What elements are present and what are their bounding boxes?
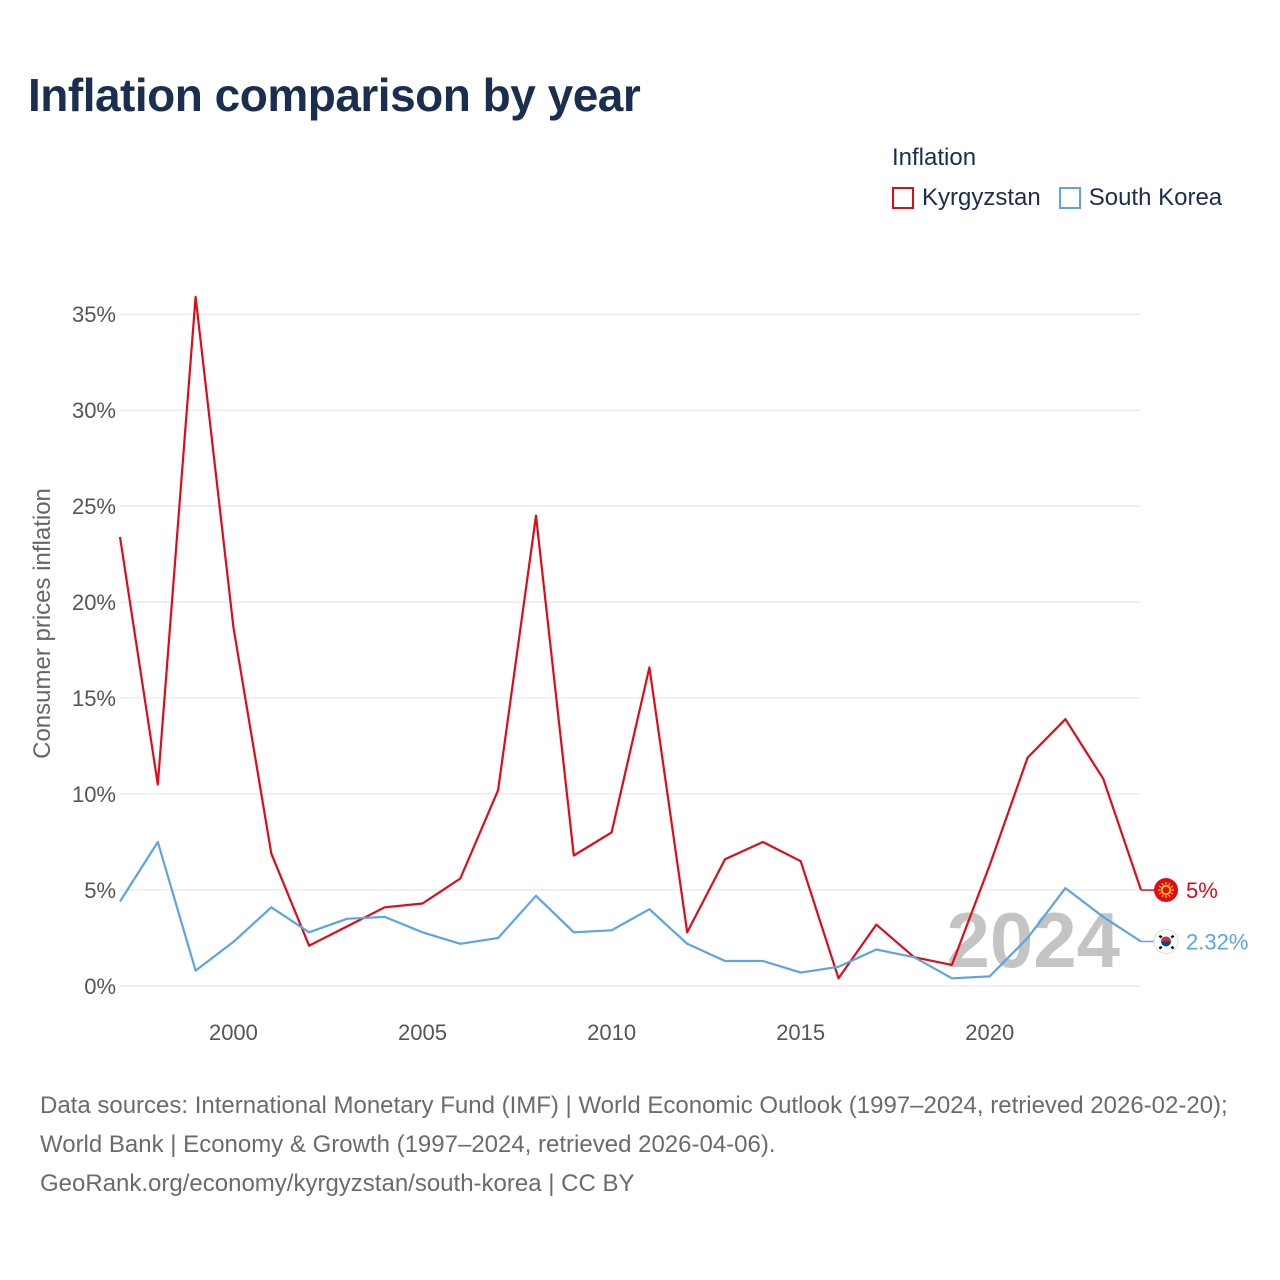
x-axis-ticks: 2000 2005 2010 2015 2020 — [209, 1020, 1014, 1045]
footer-credit-text[interactable]: GeoRank.org/economy/kyrgyzstan/south-kor… — [40, 1170, 635, 1197]
y-axis-ticks: 0% 5% 10% 15% 20% 25% 30% 35% — [72, 302, 116, 999]
y-tick-label: 5% — [84, 878, 116, 903]
y-tick-label: 30% — [72, 398, 116, 423]
y-tick-label: 10% — [72, 782, 116, 807]
x-tick-label: 2010 — [587, 1020, 636, 1045]
chart-title: Inflation comparison by year — [28, 69, 641, 121]
x-tick-label: 2020 — [965, 1020, 1014, 1045]
legend: Inflation Kyrgyzstan South Korea — [892, 144, 1272, 212]
end-value-label-kyrgyzstan: 5% — [1186, 878, 1218, 903]
south-korea-flag-icon — [1153, 928, 1179, 954]
legend-label-south-korea: South Korea — [1088, 184, 1223, 211]
series-line-south-korea[interactable] — [119, 840, 1142, 980]
series-lines — [118, 295, 1143, 980]
line-chart: 0%5%10%15%20%25%30%35% 2000 2005 2010 2015 2… — [29, 295, 1248, 1045]
data-sources-footer: Data sources: International Monetary Fun… — [40, 1086, 1250, 1203]
legend-swatch-kyrgyzstan — [892, 187, 914, 209]
end-value-label-south-korea: 2.32% — [1186, 929, 1248, 954]
y-axis-title: Consumer prices inflation — [29, 488, 56, 759]
legend-item-south-korea[interactable]: South Korea — [1058, 184, 1223, 212]
series-endpoints: 5% 2.32% — [1141, 878, 1248, 954]
y-tick-label: 15% — [72, 686, 116, 711]
legend-label-kyrgyzstan: Kyrgyzstan — [922, 184, 1041, 211]
legend-item-kyrgyzstan[interactable]: Kyrgyzstan — [892, 184, 1041, 212]
grid-lines — [120, 313, 1141, 987]
year-watermark: 2024 — [946, 896, 1120, 984]
legend-swatch-south-korea — [1058, 187, 1081, 209]
x-tick-label: 2005 — [398, 1020, 447, 1045]
footer-sources-text: Data sources: International Monetary Fun… — [40, 1092, 1228, 1158]
y-tick-label: 0% — [84, 974, 116, 999]
x-tick-label: 2015 — [776, 1020, 825, 1045]
y-tick-label: 25% — [72, 494, 116, 519]
kyrgyzstan-flag-icon — [1154, 878, 1178, 903]
series-line-kyrgyzstan[interactable] — [118, 295, 1143, 980]
y-tick-label: 35% — [72, 302, 116, 327]
y-tick-label: 20% — [72, 590, 116, 615]
x-tick-label: 2000 — [209, 1020, 258, 1045]
legend-title: Inflation — [892, 144, 977, 171]
